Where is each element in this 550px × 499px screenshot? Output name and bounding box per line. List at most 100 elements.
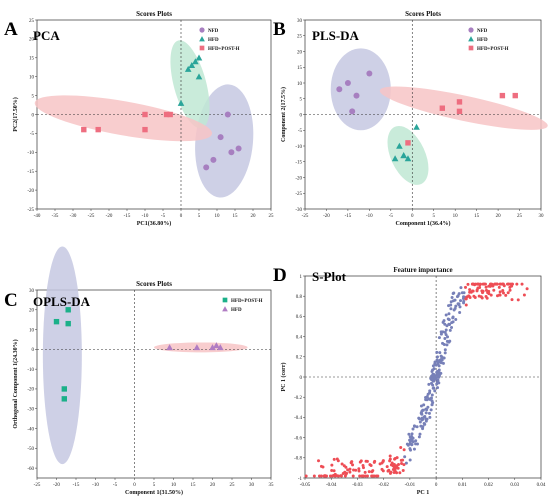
x-tick-label: 10 — [215, 214, 221, 219]
data-point — [166, 344, 173, 351]
x-tick-label: 20 — [251, 214, 257, 219]
data-point — [321, 465, 325, 469]
y-tick-label: 0 — [300, 376, 303, 381]
y-tick-label: -1 — [298, 477, 303, 482]
x-tick-label: 10 — [453, 214, 459, 219]
data-point — [359, 459, 363, 463]
y-tick-label: 30 — [297, 19, 303, 24]
data-point — [235, 145, 242, 152]
series-nfd — [203, 111, 242, 171]
data-point — [501, 282, 505, 286]
data-point — [439, 105, 446, 111]
legend-entry: NFD — [477, 29, 488, 34]
ellipse-hfd — [154, 342, 248, 353]
x-tick-label: -0.03 — [352, 483, 363, 488]
data-point — [439, 330, 443, 334]
data-point — [435, 382, 439, 386]
y-tick-label: -10 — [295, 145, 302, 150]
legend-marker — [199, 27, 205, 33]
x-tick-label: 15 — [191, 483, 197, 488]
data-point — [497, 293, 501, 297]
data-point — [468, 288, 472, 292]
data-point — [408, 448, 412, 452]
data-point — [484, 285, 488, 289]
data-point — [481, 289, 485, 293]
data-point — [422, 415, 426, 419]
x-tick-label: 0.01 — [458, 483, 467, 488]
data-point — [406, 443, 410, 447]
legend-entry: HFD+POST-H — [231, 299, 263, 304]
y-tick-label: -20 — [295, 176, 302, 181]
data-point — [411, 436, 415, 440]
panel-title: Scores Plots — [136, 280, 172, 288]
data-point — [525, 287, 529, 291]
data-point — [466, 282, 470, 286]
data-point — [228, 149, 235, 156]
data-point — [343, 474, 347, 478]
x-tick-label: 10 — [171, 483, 177, 488]
x-tick-label: 0 — [435, 483, 438, 488]
y-tick-label: 15 — [297, 66, 303, 71]
data-point — [402, 463, 406, 467]
data-point — [479, 295, 483, 299]
data-point — [177, 99, 185, 106]
y-tick-label: 25 — [297, 35, 303, 40]
data-point — [388, 471, 392, 475]
data-point — [424, 396, 428, 400]
data-point — [501, 291, 505, 295]
x-tick-label: -10 — [142, 214, 149, 219]
data-point — [459, 286, 463, 290]
y-tick-label: 0.6 — [296, 315, 303, 320]
data-point — [520, 282, 524, 286]
data-point — [192, 58, 199, 65]
data-point — [398, 471, 402, 475]
data-point — [435, 350, 439, 354]
data-point — [333, 472, 337, 476]
x-tick-label: -5 — [113, 483, 118, 488]
data-point — [451, 315, 455, 319]
data-point — [210, 156, 217, 163]
y-tick-label: -10 — [27, 368, 34, 373]
y-tick-label: 0 — [32, 113, 35, 118]
data-point — [437, 336, 441, 340]
y-tick-label: 0 — [32, 348, 35, 353]
data-point — [224, 111, 231, 118]
y-tick-label: -50 — [27, 447, 34, 452]
data-point — [401, 468, 405, 472]
data-point — [336, 86, 343, 93]
data-point — [348, 467, 352, 471]
x-tick-label: -15 — [345, 214, 352, 219]
panel-title: Feature importance — [393, 266, 452, 274]
data-point — [441, 356, 445, 360]
panel-letter: D — [273, 265, 287, 286]
y-tick-label: 10 — [297, 82, 303, 87]
data-point — [435, 355, 439, 359]
y-tick-label: -30 — [295, 208, 302, 213]
data-point — [188, 62, 196, 69]
x-tick-label: -0.04 — [326, 483, 337, 488]
panel-C: -25 -20 -15 -10 -5 0 5 10 15 20 25 30 35-60-50-40-30… — [4, 246, 274, 496]
x-tick-label: 25 — [230, 483, 236, 488]
data-point — [433, 377, 437, 381]
data-point — [349, 108, 356, 115]
data-point — [351, 463, 355, 467]
data-point — [424, 398, 428, 402]
x-tick-label: -0.05 — [300, 483, 311, 488]
data-point — [462, 301, 466, 305]
data-point — [431, 386, 435, 390]
x-tick-label: 5 — [432, 214, 435, 219]
data-point — [400, 462, 404, 466]
data-point — [499, 92, 506, 99]
data-point — [456, 99, 463, 105]
data-point — [437, 364, 441, 368]
y-tick-label: 0.4 — [296, 335, 303, 340]
data-point — [354, 468, 358, 472]
series-hfd-post-h — [81, 111, 173, 133]
data-point — [510, 282, 514, 286]
y-tick-label: -25 — [27, 208, 34, 213]
x-tick-label: -25 — [34, 483, 41, 488]
data-point — [444, 328, 448, 332]
legend: NFD HFD HFD+POST-H — [468, 27, 509, 52]
data-point — [458, 305, 462, 309]
